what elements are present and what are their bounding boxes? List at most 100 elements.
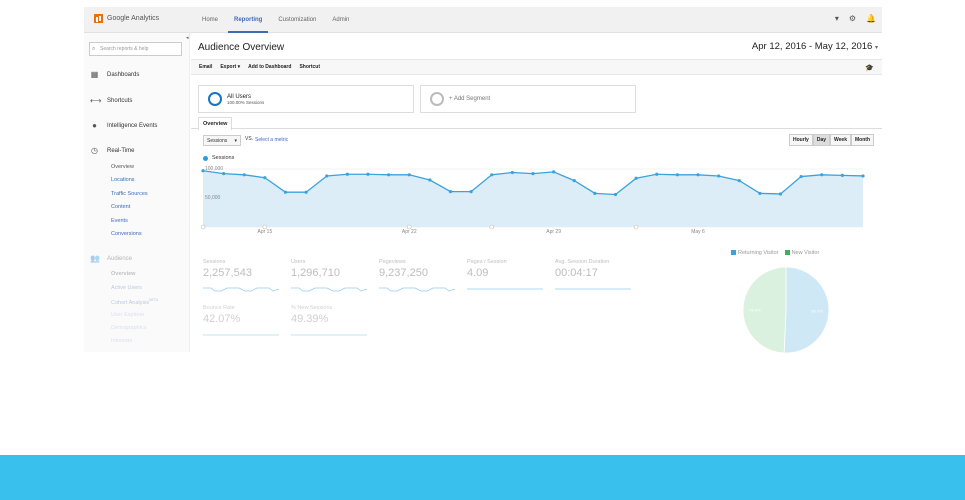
annotation-marker[interactable] <box>633 224 639 230</box>
beta-badge: BETA <box>149 298 159 302</box>
data-point[interactable] <box>861 174 865 178</box>
stat-pages-per-session[interactable]: Pages / Session 4.09 <box>467 259 547 297</box>
account-dropdown-icon[interactable]: ▾ <box>834 14 839 23</box>
segment-title: All Users <box>227 93 252 100</box>
realtime-events[interactable]: Events <box>111 218 128 224</box>
nav-admin[interactable]: Admin <box>332 17 350 23</box>
data-point[interactable] <box>201 169 205 173</box>
realtime-traffic-sources[interactable]: Traffic Sources <box>111 191 148 197</box>
select-metric-link[interactable]: Select a metric <box>255 137 289 143</box>
data-point[interactable] <box>613 192 618 197</box>
data-point[interactable] <box>222 172 226 176</box>
stat-pageviews[interactable]: Pageviews 9,237,250 <box>379 259 459 297</box>
pie-slice-new-visitor[interactable] <box>742 266 787 354</box>
data-point[interactable] <box>799 174 803 179</box>
data-point[interactable] <box>552 170 556 174</box>
data-point[interactable] <box>737 179 741 183</box>
data-point[interactable] <box>345 172 349 176</box>
export-button[interactable]: Export ▾ <box>220 64 240 70</box>
audience-interests[interactable]: Interests <box>111 338 133 344</box>
data-point[interactable] <box>820 173 824 177</box>
stat-bounce-rate[interactable]: Bounce Rate 42.07% <box>203 305 283 343</box>
search-input[interactable]: ⌕ Search reports & help <box>89 42 182 56</box>
granularity-month[interactable]: Month <box>851 134 874 146</box>
nav-customization[interactable]: Customization <box>278 17 317 23</box>
data-point[interactable] <box>428 178 432 182</box>
collapse-sidebar-icon[interactable]: ◂ <box>186 35 189 41</box>
realtime-conversions[interactable]: Conversions <box>111 231 142 237</box>
date-range-picker[interactable]: Apr 12, 2016 - May 12, 2016 ▾ <box>752 41 878 52</box>
audience-demographics[interactable]: Demographics <box>111 325 147 331</box>
annotation-marker[interactable] <box>489 224 495 230</box>
add-to-dashboard-button[interactable]: Add to Dashboard <box>248 64 292 70</box>
nav-reporting[interactable]: Reporting <box>228 7 269 33</box>
stat-avg-session-duration[interactable]: Avg. Session Duration 00:04:17 <box>555 259 635 297</box>
data-point[interactable] <box>283 190 288 194</box>
realtime-overview[interactable]: Overview <box>111 164 134 170</box>
data-point[interactable] <box>366 172 370 176</box>
stat-sessions[interactable]: Sessions 2,257,543 <box>203 259 283 297</box>
grid-icon: ▦ <box>90 70 99 79</box>
granularity-week[interactable]: Week <box>830 134 851 146</box>
stat-label: Users <box>291 259 306 265</box>
bell-icon[interactable]: 🔔 <box>866 14 876 23</box>
realtime-locations[interactable]: Locations <box>111 177 135 183</box>
data-point[interactable] <box>696 173 700 177</box>
data-point[interactable] <box>469 190 473 194</box>
data-point[interactable] <box>242 173 246 177</box>
granularity-day[interactable]: Day <box>812 134 831 146</box>
data-point[interactable] <box>531 172 535 176</box>
data-point[interactable] <box>655 172 659 176</box>
data-point[interactable] <box>717 174 721 178</box>
data-point[interactable] <box>325 174 329 178</box>
chevron-down-icon: ▾ <box>234 138 237 144</box>
sidebar-item-realtime[interactable]: ◷ Real-Time <box>90 146 134 155</box>
pie-legend: Returning Visitor New Visitor <box>731 250 819 256</box>
annotation-marker[interactable] <box>262 224 268 230</box>
audience-user-explorer[interactable]: User Explorer <box>111 312 145 318</box>
sidebar-item-shortcuts[interactable]: ⟷ Shortcuts <box>90 96 132 105</box>
sidebar-item-dashboards[interactable]: ▦ Dashboards <box>90 70 140 79</box>
stat-users[interactable]: Users 1,296,710 <box>291 259 371 297</box>
data-point[interactable] <box>778 192 783 196</box>
data-point[interactable] <box>634 176 638 180</box>
data-point[interactable] <box>490 173 494 177</box>
logo-text: Google Analytics <box>107 15 160 22</box>
metric-select[interactable]: Sessions ▾ <box>203 135 241 146</box>
data-point[interactable] <box>572 179 576 183</box>
stat-value: 49.39% <box>291 313 329 325</box>
annotation-marker[interactable] <box>201 224 206 230</box>
stat-new-sessions[interactable]: % New Sessions 49.39% <box>291 305 371 343</box>
gear-icon[interactable]: ⚙ <box>848 14 857 23</box>
graduation-cap-icon[interactable]: 🎓 <box>865 65 874 72</box>
sidebar-item-intelligence-events[interactable]: ● Intelligence Events <box>90 121 157 130</box>
main-nav: Home Reporting Customization Admin <box>196 7 359 33</box>
data-point[interactable] <box>840 173 844 177</box>
data-point[interactable] <box>407 173 411 177</box>
sparkline <box>291 287 368 292</box>
data-point[interactable] <box>304 190 308 194</box>
sidebar-item-audience[interactable]: 👥 Audience <box>90 254 132 263</box>
add-segment-button[interactable]: + Add Segment <box>420 85 636 113</box>
data-point[interactable] <box>510 170 514 175</box>
shortcut-button[interactable]: Shortcut <box>299 64 320 70</box>
audience-active-users[interactable]: Active Users <box>111 285 142 291</box>
logo[interactable]: Google Analytics <box>94 14 159 23</box>
nav-home[interactable]: Home <box>202 17 219 23</box>
pie-slice-returning-visitor[interactable] <box>783 266 830 354</box>
email-button[interactable]: Email <box>199 64 213 70</box>
audience-cohort-analysis[interactable]: Cohort AnalysisBETA <box>111 298 158 306</box>
data-point[interactable] <box>448 190 453 194</box>
annotation-marker[interactable] <box>406 224 412 230</box>
data-point[interactable] <box>263 176 267 180</box>
audience-overview[interactable]: Overview <box>111 271 136 277</box>
granularity-hourly[interactable]: Hourly <box>788 134 813 146</box>
y-tick-label: 50,000 <box>205 195 221 201</box>
data-point[interactable] <box>758 191 762 195</box>
realtime-content[interactable]: Content <box>111 204 131 210</box>
data-point[interactable] <box>387 173 391 177</box>
segment-all-users[interactable]: All Users 100.00% Sessions <box>198 85 414 113</box>
data-point[interactable] <box>593 191 597 195</box>
data-point[interactable] <box>675 173 679 177</box>
tab-overview[interactable]: Overview <box>198 117 233 130</box>
